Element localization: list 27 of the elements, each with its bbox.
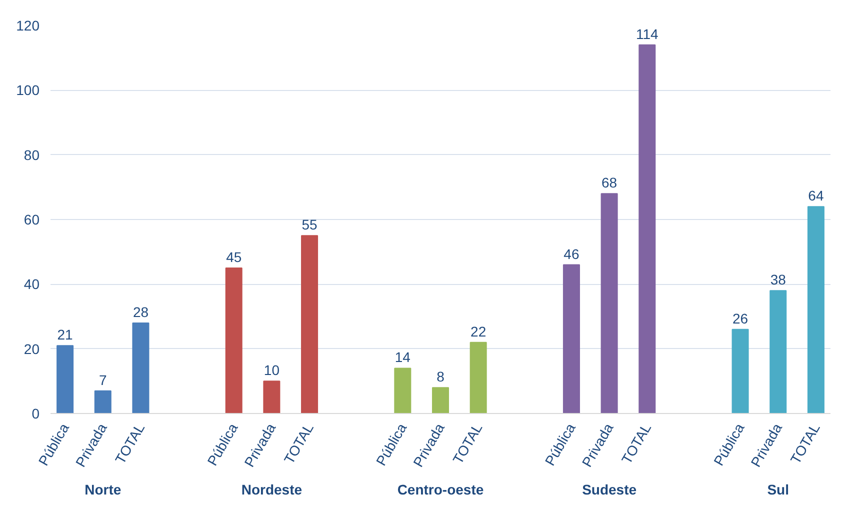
data-label: 28	[132, 304, 149, 320]
x-tick-label: Nordeste	[241, 482, 302, 498]
data-label: 45	[226, 249, 242, 265]
x-tick-label: Sudeste	[582, 482, 637, 498]
y-tick-label: 120	[16, 18, 40, 34]
y-tick-label: 40	[24, 276, 40, 292]
data-label: 22	[470, 323, 486, 340]
y-tick-label: 20	[24, 340, 40, 357]
data-label: 55	[302, 216, 318, 233]
x-tick-label: Sul	[767, 482, 790, 498]
data-label: 68	[602, 174, 618, 191]
y-tick-label: 100	[16, 82, 40, 98]
data-label: 14	[394, 349, 411, 366]
data-label: 46	[564, 246, 580, 262]
data-label: 8	[436, 368, 445, 385]
y-tick-label: 0	[32, 406, 40, 422]
y-tick-label: 80	[24, 146, 40, 163]
data-label: 26	[732, 310, 748, 326]
data-label: 64	[808, 188, 824, 204]
x-tick-label: Norte	[84, 482, 122, 498]
data-label: 114	[636, 26, 659, 42]
y-tick-label: 60	[24, 212, 40, 228]
data-label: 10	[264, 362, 280, 378]
data-label: 38	[770, 272, 786, 288]
data-label: 7	[98, 372, 107, 388]
x-tick-label: Centro-oeste	[397, 482, 484, 498]
data-label: 21	[57, 326, 74, 343]
